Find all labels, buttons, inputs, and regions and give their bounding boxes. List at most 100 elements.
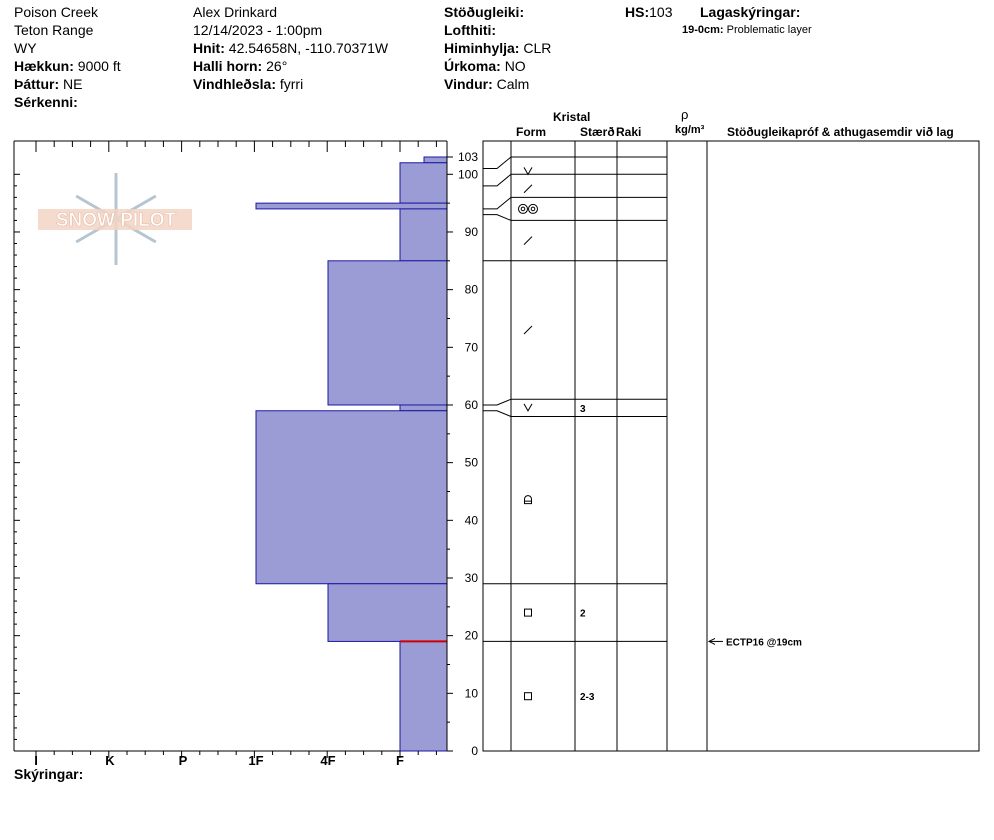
melt-form-icon — [518, 203, 528, 214]
depth-label: 40 — [465, 513, 479, 527]
stability-label: Stöðugleiki: — [444, 4, 525, 20]
aspect-label: Þáttur: — [14, 76, 60, 92]
stability-test-result: ECTP16 @19cm — [726, 637, 802, 648]
layer-connector — [483, 398, 512, 406]
layer-connector — [483, 173, 512, 187]
elevation-value: 9000 ft — [77, 58, 121, 74]
layer-note-depth: 19-0cm: — [682, 24, 724, 36]
layer-connector — [483, 214, 512, 221]
crystal-form-icon — [523, 325, 533, 335]
depth-label: 10 — [465, 686, 479, 700]
hardness-label-4f: 4F — [320, 753, 335, 768]
hardness-label-1f: 1F — [248, 753, 263, 768]
crystal-size: 2 — [580, 609, 586, 620]
wind-loading-label: Vindhleðsla: — [193, 76, 276, 92]
depth-label: 70 — [465, 340, 479, 354]
decomposing-fragment-icon — [523, 325, 533, 335]
sky-value: CLR — [523, 40, 552, 56]
depth-hoar-icon — [523, 167, 533, 176]
form-header: Form — [516, 125, 546, 139]
logo-banner — [38, 209, 192, 230]
comments-label: Skýringar: — [14, 766, 84, 782]
depth-label: 90 — [465, 225, 479, 239]
rounding-faceted-icon — [524, 495, 532, 505]
crystal-form-icon — [523, 167, 533, 176]
coords-field: Hnit: 42.54658N, -110.70371W — [193, 40, 388, 56]
depth-hoar-icon — [523, 403, 533, 412]
crystal-form-icon — [523, 236, 533, 245]
wind-field: Vindur: Calm — [444, 76, 529, 92]
depth-label: 0 — [471, 744, 478, 758]
hardness-layer-bar — [255, 410, 448, 585]
precip-label: Úrkoma: — [444, 58, 501, 74]
layer-note: 19-0cm: Problematic layer — [682, 24, 812, 37]
hardness-layer-bar — [327, 260, 448, 406]
hardness-layer-bar — [399, 208, 448, 262]
depth-label: 103 — [458, 150, 478, 164]
observer-name: Alex Drinkard — [193, 4, 278, 20]
layer-connector — [483, 156, 512, 170]
rho-header: ρ — [681, 107, 689, 122]
hs-value: 103 — [649, 4, 673, 20]
slope-value: 26° — [266, 58, 288, 74]
crystal-header: Kristal — [553, 110, 591, 124]
hardness-layer-bar — [255, 202, 448, 210]
decomposing-fragment-icon — [523, 184, 533, 194]
logo-text: SNOW PILOT — [56, 210, 177, 231]
state-name: WY — [14, 40, 37, 56]
precip-field: Úrkoma: NO — [444, 58, 526, 74]
layer-connector — [483, 196, 512, 210]
aspect-value: NE — [63, 76, 83, 92]
snowpilot-logo: SNOW PILOT — [38, 173, 192, 265]
hs-label: HS: — [625, 4, 650, 20]
hardness-layer-bar — [327, 583, 448, 642]
observation-datetime: 12/14/2023 - 1:00pm — [193, 22, 323, 38]
melt-form-inner-icon — [530, 206, 536, 212]
faceted-crystal-icon — [524, 692, 532, 701]
crystal-form-icon — [524, 608, 532, 617]
depth-label: 100 — [458, 167, 478, 181]
hardness-layer-bar — [399, 640, 448, 752]
depth-label: 30 — [465, 571, 479, 585]
hardness-layer-bar — [399, 404, 448, 412]
melt-form-inner-icon — [520, 206, 526, 212]
hardness-label-f: F — [396, 753, 404, 768]
coords-label: Hnit: — [193, 40, 225, 56]
crystal-form-icon — [524, 495, 532, 505]
elevation-field: Hækkun: 9000 ft — [14, 58, 121, 74]
depth-label: 50 — [465, 456, 479, 470]
hardness-label-i: I — [34, 753, 38, 768]
crystal-size: 2-3 — [580, 692, 595, 703]
decomposing-fragment-icon — [523, 236, 533, 245]
wind-loading-value: fyrri — [279, 76, 304, 92]
precip-value: NO — [504, 58, 526, 74]
slope-field: Halli horn: 26° — [193, 58, 287, 74]
crystal-size: 3 — [580, 404, 586, 415]
layer-note-text: Problematic layer — [726, 24, 812, 36]
range-name: Teton Range — [14, 22, 94, 38]
depth-label: 60 — [465, 398, 479, 412]
hardness-label-k: K — [105, 753, 115, 768]
layer-notes-label: Lagaskýringar: — [700, 4, 801, 20]
density-unit-header: kg/m³ — [675, 124, 705, 136]
stability-tests-header: Stöðugleikapróf & athugasemdir við lag — [727, 125, 954, 139]
profile-table-frame — [482, 140, 980, 752]
wind-loading-field: Vindhleðsla: fyrri — [193, 76, 303, 92]
crystal-form-icon — [523, 403, 533, 412]
coords-value: 42.54658N, -110.70371W — [228, 40, 389, 56]
hardness-label-p: P — [179, 753, 188, 768]
layer-connector — [483, 410, 512, 417]
crystal-form-icon — [523, 184, 533, 194]
aspect-field: Þáttur: NE — [14, 76, 82, 92]
features-label: Sérkenni: — [14, 94, 78, 110]
melt-form-icon — [528, 203, 538, 214]
test-arrow-head — [707, 637, 716, 645]
depth-label: 80 — [465, 283, 479, 297]
slope-label: Halli horn: — [193, 58, 263, 74]
air-temp-label: Lofthiti: — [444, 22, 497, 38]
hs-field: HS:103 — [625, 4, 672, 20]
faceted-crystal-icon — [524, 608, 532, 617]
location-name: Poison Creek — [14, 4, 99, 20]
size-header: Stærð — [580, 125, 615, 139]
moisture-header: Raki — [616, 125, 642, 139]
